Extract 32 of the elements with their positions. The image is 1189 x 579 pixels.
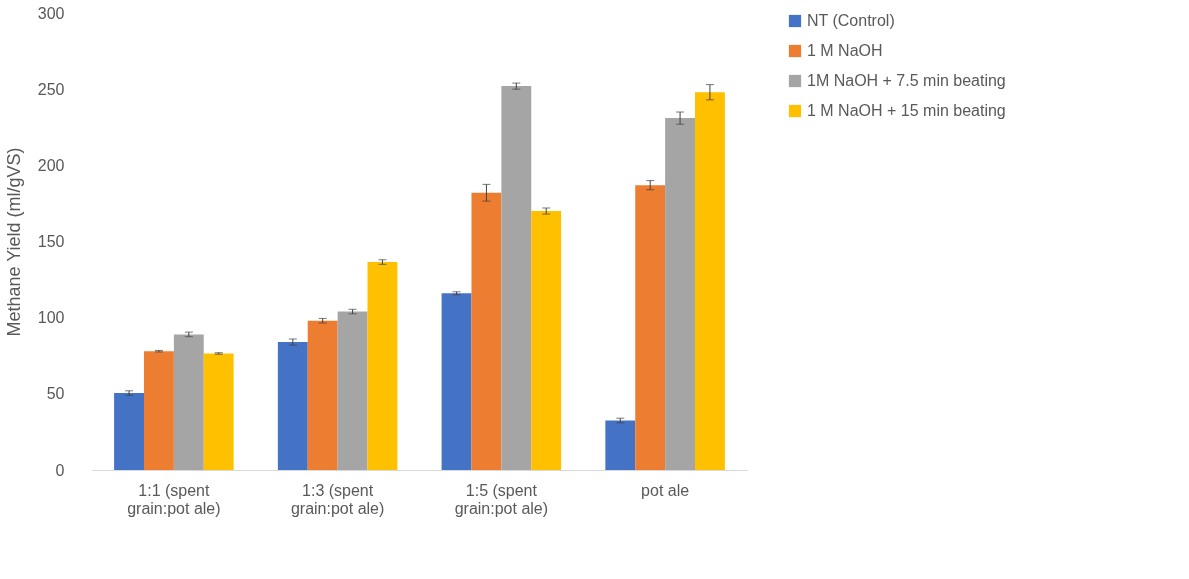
bar — [277, 342, 308, 470]
legend-label: NT (Control) — [807, 12, 895, 29]
legend-label: 1 M NaOH — [807, 42, 883, 59]
bar — [695, 92, 725, 470]
y-tick-label: 50 — [46, 385, 65, 403]
legend-label: 1M NaOH + 7.5 min beating — [807, 72, 1006, 89]
bar — [501, 86, 532, 470]
bar — [173, 334, 204, 470]
bar — [143, 351, 174, 470]
bar — [114, 393, 144, 470]
bar — [605, 420, 636, 470]
bar — [441, 293, 472, 470]
bar — [203, 353, 234, 470]
x-tick-label: 1:5 (spent grain:pot ale) — [454, 481, 549, 517]
x-tick-label: 1:1 (spent grain:pot ale) — [127, 481, 221, 517]
bar — [531, 211, 562, 470]
bar — [307, 320, 338, 470]
bar — [665, 118, 696, 470]
x-tick-label: pot ale — [641, 481, 690, 499]
bar — [471, 192, 502, 470]
y-tick-label: 100 — [37, 309, 65, 327]
bar — [367, 262, 398, 470]
bar — [635, 185, 666, 470]
y-axis-title: Methane Yield (ml/gVS) — [3, 147, 24, 337]
y-tick-label: 250 — [37, 80, 65, 98]
y-tick-label: 0 — [55, 461, 65, 479]
y-tick-label: 150 — [37, 233, 65, 250]
legend-label: 1 M NaOH + 15 min beating — [807, 102, 1006, 119]
y-tick-label: 300 — [37, 4, 65, 22]
bar — [337, 311, 368, 470]
x-tick-label: 1:3 (spent grain:pot ale) — [290, 481, 385, 517]
y-tick-label: 200 — [37, 156, 65, 174]
